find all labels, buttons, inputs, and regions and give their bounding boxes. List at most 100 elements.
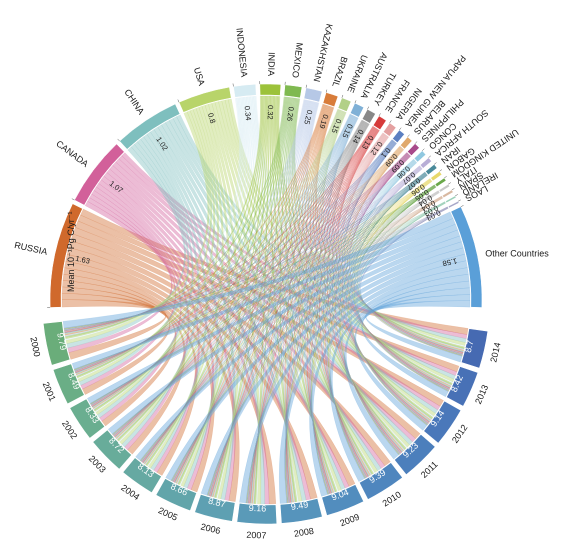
country-tick — [378, 113, 381, 117]
ribbon-spain-2001 — [74, 196, 442, 370]
year-arc-2003[interactable] — [92, 429, 133, 470]
ribbon-brazil-2007 — [251, 105, 329, 504]
ribbon-other-countries-2006 — [200, 247, 465, 496]
country-tick — [428, 155, 431, 158]
ribbon-usa-2008 — [208, 103, 303, 502]
ribbon-other-countries-2004 — [135, 235, 462, 461]
ribbon-papua-new-guinea-2001 — [74, 139, 393, 373]
country-arc-ireland[interactable] — [445, 195, 457, 204]
country-arc-usa[interactable] — [178, 86, 232, 113]
ribbon-canada-2001 — [80, 197, 177, 390]
country-arc-congo[interactable] — [413, 150, 427, 163]
ribbon-usa-2003 — [119, 108, 219, 445]
country-arc-south-africa[interactable] — [419, 157, 432, 169]
country-arc-gabon[interactable] — [430, 171, 443, 182]
year-arc-2001[interactable] — [52, 363, 85, 405]
country-tick — [389, 120, 392, 124]
country-arc-turkey[interactable] — [361, 108, 376, 124]
ribbon-france-2008 — [285, 128, 377, 503]
ribbon-spain-2008 — [284, 197, 443, 504]
country-arc-laos[interactable] — [447, 200, 460, 209]
country-arc-canada[interactable] — [74, 143, 125, 206]
country-arc-italy[interactable] — [438, 183, 451, 193]
ribbon-usa-2009 — [211, 102, 342, 491]
country-arc-ukraine[interactable] — [337, 97, 352, 112]
country-arc-spain[interactable] — [442, 189, 454, 199]
ribbon-turkey-2002 — [91, 120, 364, 408]
ribbon-congo-2000 — [64, 158, 414, 331]
ribbon-united-kingdom-2008 — [284, 185, 436, 504]
ribbon-gabon-2002 — [90, 178, 431, 405]
country-arc-belarus[interactable] — [400, 136, 413, 150]
year-arc-2004[interactable] — [122, 457, 162, 494]
ribbon-south-africa-2006 — [208, 166, 421, 496]
country-arc-indonesia[interactable] — [233, 83, 257, 98]
ribbon-congo-2004 — [141, 159, 415, 462]
country-arc-france[interactable] — [372, 115, 387, 131]
country-arc-india[interactable] — [259, 83, 282, 96]
ribbon-other-countries-2005 — [165, 241, 464, 481]
country-arc-iran[interactable] — [425, 164, 438, 176]
ribbon-brazil-2008 — [284, 105, 330, 503]
country-label-indonesia: INDONESIA — [234, 27, 249, 77]
year-label-2005: 2005 — [157, 505, 179, 522]
ribbon-belarus-2001 — [74, 146, 401, 372]
ribbon-gabon-2000 — [63, 178, 431, 330]
ribbons-layer — [61, 95, 471, 505]
ribbon-south-africa-2000 — [64, 165, 420, 331]
ribbon-mexico-2004 — [145, 97, 290, 466]
year-arc-2014[interactable] — [460, 328, 489, 369]
country-arc-australia[interactable] — [349, 102, 365, 118]
country-arc-philippines[interactable] — [407, 143, 420, 156]
year-arc-2012[interactable] — [423, 400, 462, 444]
ribbon-other-countries-2002 — [87, 224, 458, 404]
ribbon-india-2005 — [178, 95, 269, 485]
country-label-mexico: MEXICO — [290, 42, 304, 78]
ribbon-australia-2000 — [64, 113, 351, 334]
year-arc-2008[interactable] — [279, 498, 323, 524]
ribbon-south-africa-2007 — [247, 166, 422, 504]
country-arc-brazil[interactable] — [322, 92, 339, 108]
country-arc-china[interactable] — [119, 103, 181, 150]
year-arc-2007[interactable] — [236, 502, 278, 525]
year-arc-2013[interactable] — [446, 366, 479, 407]
year-label-2002: 2002 — [60, 419, 79, 441]
ribbon-china-2012 — [168, 118, 438, 414]
year-arc-2011[interactable] — [393, 433, 436, 476]
country-arc-other-countries[interactable] — [450, 206, 483, 308]
country-tick — [399, 127, 402, 131]
country-tick — [354, 100, 357, 104]
country-arc-mexico[interactable] — [283, 84, 303, 99]
year-arc-2006[interactable] — [194, 493, 236, 522]
year-arc-2002[interactable] — [69, 398, 106, 439]
ribbon-other-countries-2011 — [344, 280, 470, 460]
ribbon-italy-2008 — [284, 191, 440, 504]
ribbon-france-2000 — [64, 125, 374, 333]
ribbon-kazakhstan-2001 — [76, 99, 307, 376]
ribbon-france-2005 — [173, 127, 376, 483]
country-arc-russia[interactable] — [49, 203, 83, 308]
unit-label: Mean 10⁻¹Pg C/yr⁻¹ — [66, 211, 76, 292]
country-arc-kazakhstan[interactable] — [303, 87, 323, 103]
ribbon-brazil-2009 — [298, 105, 334, 493]
ribbon-other-countries-2010 — [329, 274, 470, 482]
country-value-mexico: 0.26 — [285, 106, 296, 122]
country-arc-nigeria[interactable] — [383, 122, 397, 137]
year-arc-2009[interactable] — [321, 484, 365, 516]
country-tick — [177, 99, 180, 103]
year-arc-2010[interactable] — [358, 462, 403, 500]
year-arc-2005[interactable] — [155, 478, 198, 512]
ribbon-china-2010 — [161, 122, 382, 471]
country-arc-papua-new-guinea[interactable] — [392, 129, 405, 143]
country-value-russia: 1.63 — [75, 254, 91, 266]
year-arc-2000[interactable] — [42, 321, 71, 366]
ribbon-indonesia-2003 — [118, 97, 245, 443]
country-tick — [460, 205, 464, 207]
ribbon-australia-2002 — [92, 114, 352, 408]
ribbon-france-2007 — [249, 127, 377, 504]
ribbon-russia-2008 — [67, 247, 318, 500]
country-label-russia: RUSSIA — [13, 240, 48, 257]
country-arc-united-kingdom[interactable] — [434, 177, 447, 188]
